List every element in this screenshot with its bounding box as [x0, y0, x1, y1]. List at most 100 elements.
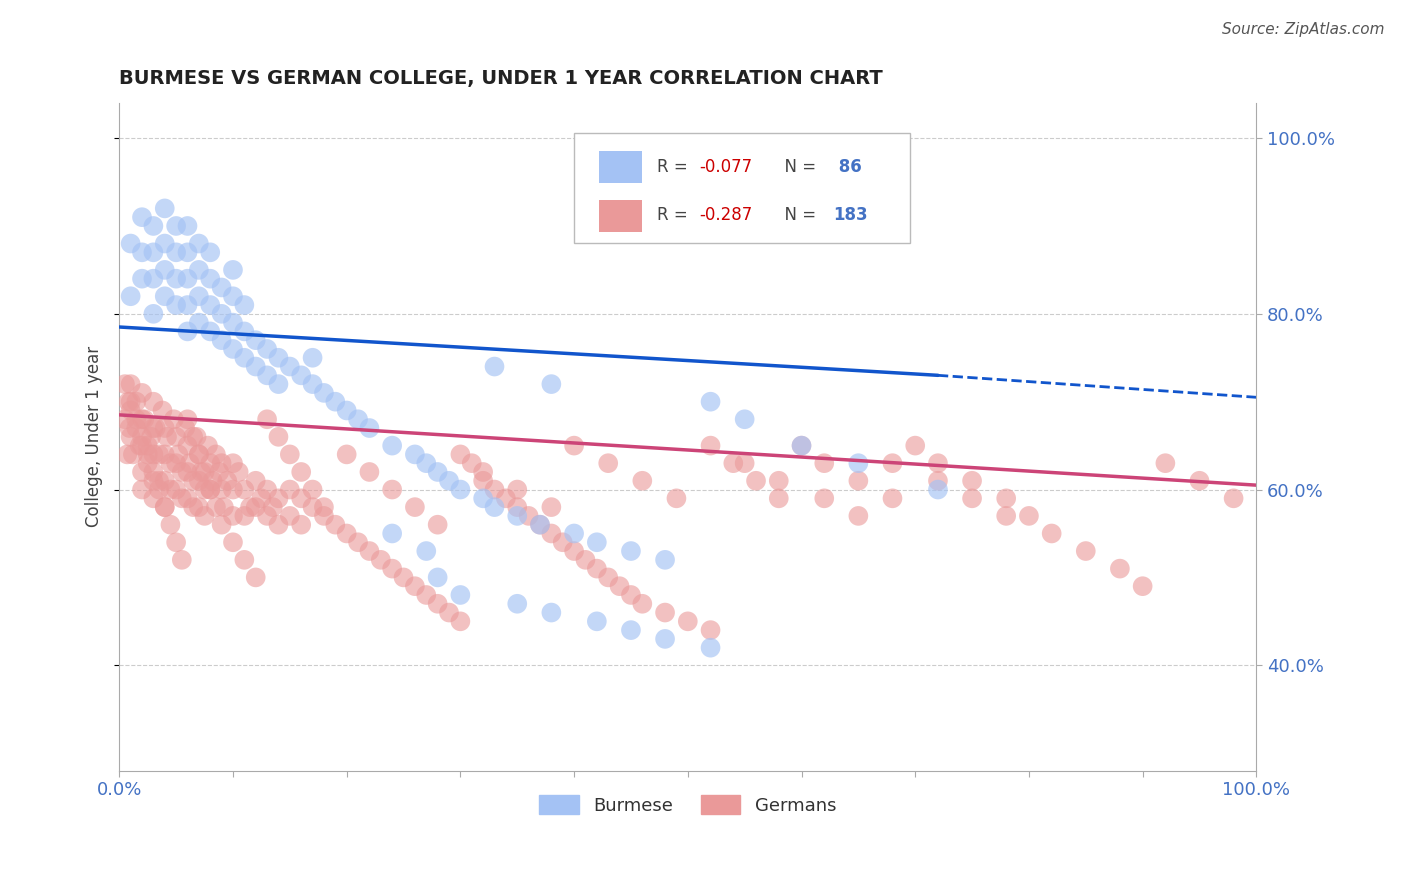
- Point: [426, 597, 449, 611]
- Point: [200, 271, 222, 285]
- Point: [187, 263, 209, 277]
- Point: [222, 508, 245, 523]
- Point: [159, 517, 181, 532]
- Point: [114, 412, 136, 426]
- Point: [120, 394, 142, 409]
- Point: [426, 465, 449, 479]
- Text: 86: 86: [834, 158, 862, 176]
- Point: [676, 615, 699, 629]
- Point: [190, 465, 212, 479]
- Point: [153, 500, 176, 515]
- Point: [620, 544, 643, 558]
- Point: [517, 508, 540, 523]
- Point: [699, 394, 721, 409]
- Point: [301, 500, 323, 515]
- Point: [200, 325, 222, 339]
- Point: [426, 570, 449, 584]
- Point: [211, 333, 233, 347]
- Point: [165, 535, 187, 549]
- Point: [142, 307, 165, 321]
- Point: [336, 403, 359, 417]
- Point: [699, 640, 721, 655]
- Point: [118, 421, 141, 435]
- Point: [153, 202, 176, 216]
- Point: [233, 298, 256, 312]
- Point: [1222, 491, 1244, 506]
- Point: [790, 439, 813, 453]
- Point: [245, 570, 267, 584]
- Point: [197, 439, 219, 453]
- Point: [136, 447, 159, 461]
- Point: [165, 456, 187, 470]
- Point: [200, 245, 222, 260]
- Point: [176, 325, 198, 339]
- FancyBboxPatch shape: [574, 133, 910, 244]
- Point: [148, 447, 170, 461]
- Point: [1074, 544, 1097, 558]
- Point: [170, 553, 193, 567]
- Point: [620, 623, 643, 637]
- Point: [212, 500, 235, 515]
- Point: [598, 456, 620, 470]
- Point: [278, 483, 301, 497]
- Point: [131, 271, 153, 285]
- Point: [927, 474, 949, 488]
- Point: [165, 271, 187, 285]
- Point: [228, 465, 250, 479]
- Point: [222, 535, 245, 549]
- Point: [222, 263, 245, 277]
- Point: [404, 579, 426, 593]
- Point: [370, 553, 392, 567]
- Point: [882, 491, 904, 506]
- Point: [359, 465, 381, 479]
- Point: [262, 500, 284, 515]
- Point: [174, 421, 197, 435]
- FancyBboxPatch shape: [599, 200, 643, 232]
- Legend: Burmese, Germans: Burmese, Germans: [533, 788, 844, 822]
- Point: [449, 447, 471, 461]
- Point: [585, 561, 607, 575]
- Point: [620, 588, 643, 602]
- Point: [176, 219, 198, 233]
- Point: [176, 245, 198, 260]
- Point: [153, 474, 176, 488]
- Point: [676, 157, 699, 171]
- Point: [200, 483, 222, 497]
- Point: [404, 447, 426, 461]
- Point: [211, 307, 233, 321]
- Point: [301, 351, 323, 365]
- Point: [208, 465, 231, 479]
- Point: [222, 316, 245, 330]
- Point: [381, 439, 404, 453]
- Point: [153, 289, 176, 303]
- Point: [960, 474, 983, 488]
- Text: -0.077: -0.077: [699, 158, 752, 176]
- Point: [187, 474, 209, 488]
- Point: [201, 474, 224, 488]
- Point: [301, 377, 323, 392]
- Point: [181, 430, 204, 444]
- Point: [540, 500, 562, 515]
- Point: [217, 474, 239, 488]
- Point: [848, 474, 870, 488]
- Point: [301, 483, 323, 497]
- Point: [128, 439, 150, 453]
- Point: [115, 447, 138, 461]
- Point: [239, 500, 262, 515]
- Point: [176, 298, 198, 312]
- Point: [1188, 474, 1211, 488]
- Point: [167, 447, 190, 461]
- Point: [1154, 456, 1177, 470]
- Text: 183: 183: [834, 206, 868, 224]
- Point: [120, 236, 142, 251]
- Point: [245, 333, 267, 347]
- Point: [233, 351, 256, 365]
- Point: [381, 561, 404, 575]
- Point: [336, 526, 359, 541]
- Point: [200, 298, 222, 312]
- Point: [148, 483, 170, 497]
- Point: [131, 245, 153, 260]
- Point: [278, 508, 301, 523]
- Point: [415, 588, 437, 602]
- Point: [122, 447, 145, 461]
